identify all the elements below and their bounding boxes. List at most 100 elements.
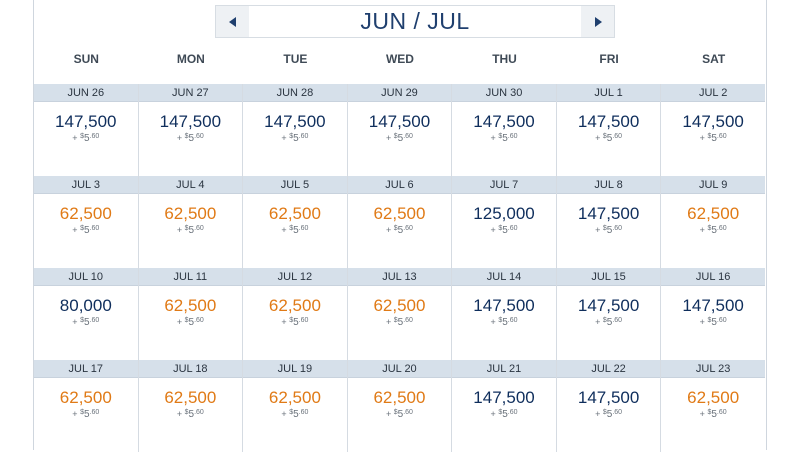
day-date-label: JUN 26 bbox=[34, 84, 138, 102]
calendar-day-cell[interactable]: JUL 17 62,500 + $5.60 bbox=[34, 360, 139, 452]
fee-whole: 5 bbox=[397, 225, 404, 236]
miles-price: 147,500 bbox=[682, 112, 744, 131]
fee-prefix: + bbox=[72, 133, 78, 143]
miles-price: 62,500 bbox=[268, 204, 321, 223]
weekday-label: MON bbox=[176, 52, 205, 66]
calendar-day-cell[interactable]: JUL 3 62,500 + $5.60 bbox=[34, 176, 139, 268]
fee-cents: .60 bbox=[716, 409, 727, 416]
miles-price: 62,500 bbox=[687, 204, 740, 223]
fee-dollar: $ bbox=[707, 133, 712, 140]
miles-price: 62,500 bbox=[373, 204, 426, 223]
fee-prefix: + bbox=[490, 225, 496, 235]
calendar-day-cell[interactable]: JUL 13 62,500 + $5.60 bbox=[347, 268, 453, 360]
day-date-label: JUL 9 bbox=[661, 176, 765, 194]
fee-dollar: $ bbox=[498, 409, 503, 416]
calendar-day-cell[interactable]: JUL 20 62,500 + $5.60 bbox=[347, 360, 453, 452]
weekday-label: WED bbox=[385, 52, 414, 66]
miles-price: 62,500 bbox=[687, 388, 740, 407]
fee-dollar: $ bbox=[498, 133, 503, 140]
calendar-day-cell[interactable]: JUL 23 62,500 + $5.60 bbox=[661, 360, 765, 452]
fee-dollar: $ bbox=[393, 409, 398, 416]
calendar-day-cell[interactable]: JUL 22 147,500 + $5.60 bbox=[556, 360, 662, 452]
calendar-day-cell[interactable]: JUL 8 147,500 + $5.60 bbox=[556, 176, 662, 268]
calendar-day-cell[interactable]: JUL 2 147,500 + $5.60 bbox=[661, 84, 765, 176]
taxes-fee: + $5.60 bbox=[557, 317, 661, 328]
taxes-fee: + $5.60 bbox=[34, 133, 138, 144]
fee-cents: .60 bbox=[298, 133, 309, 140]
fee-dollar: $ bbox=[80, 409, 84, 416]
day-date-label: JUN 27 bbox=[138, 84, 243, 102]
calendar-day-cell[interactable]: JUL 15 147,500 + $5.60 bbox=[556, 268, 662, 360]
taxes-fee: + $5.60 bbox=[661, 225, 765, 236]
calendar-day-cell[interactable]: JUL 1 147,500 + $5.60 bbox=[556, 84, 662, 176]
miles-price: 147,500 bbox=[577, 112, 640, 131]
miles-price: 62,500 bbox=[373, 388, 426, 407]
fee-cents: .60 bbox=[403, 317, 413, 324]
day-date-label: JUL 2 bbox=[661, 84, 765, 102]
fee-prefix: + bbox=[281, 409, 287, 419]
fee-dollar: $ bbox=[289, 133, 294, 140]
fee-dollar: $ bbox=[289, 225, 294, 232]
calendar-day-cell[interactable]: JUN 30 147,500 + $5.60 bbox=[452, 84, 557, 176]
calendar-day-cell[interactable]: JUN 29 147,500 + $5.60 bbox=[347, 84, 453, 176]
fee-whole: 5 bbox=[83, 409, 90, 420]
day-date-label: JUL 23 bbox=[661, 360, 765, 378]
calendar-day-cell[interactable]: JUN 27 147,500 + $5.60 bbox=[138, 84, 244, 176]
weekday-label: THU bbox=[492, 52, 517, 66]
taxes-fee: + $5.60 bbox=[348, 225, 452, 236]
fee-prefix: + bbox=[281, 133, 287, 143]
fee-cents: .60 bbox=[194, 225, 204, 232]
fee-dollar: $ bbox=[602, 317, 607, 324]
fee-prefix: + bbox=[176, 133, 183, 143]
fee-cents: .60 bbox=[89, 133, 100, 140]
calendar-day-cell[interactable]: JUL 14 147,500 + $5.60 bbox=[452, 268, 557, 360]
month-header: JUN / JUL bbox=[215, 5, 615, 38]
taxes-fee: + $5.60 bbox=[139, 409, 243, 420]
calendar-day-cell[interactable]: JUL 7 125,000 + $5.60 bbox=[452, 176, 557, 268]
fee-cents: .60 bbox=[507, 317, 518, 324]
calendar-day-cell[interactable]: JUN 28 147,500 + $5.60 bbox=[243, 84, 348, 176]
fee-whole: 5 bbox=[502, 225, 508, 236]
taxes-fee: + $5.60 bbox=[348, 317, 452, 328]
taxes-fee: + $5.60 bbox=[557, 133, 661, 144]
taxes-fee: + $5.60 bbox=[452, 409, 556, 420]
fee-whole: 5 bbox=[397, 409, 404, 420]
calendar-day-cell[interactable]: JUL 21 147,500 + $5.60 bbox=[452, 360, 557, 452]
miles-price: 147,500 bbox=[473, 296, 535, 315]
miles-price: 147,500 bbox=[264, 112, 326, 131]
next-month-button[interactable] bbox=[581, 6, 614, 37]
calendar-day-cell[interactable]: JUL 4 62,500 + $5.60 bbox=[138, 176, 244, 268]
fee-cents: .60 bbox=[194, 317, 204, 324]
calendar-day-cell[interactable]: JUL 10 80,000 + $5.60 bbox=[34, 268, 139, 360]
calendar-day-cell[interactable]: JUL 18 62,500 + $5.60 bbox=[138, 360, 244, 452]
fee-prefix: + bbox=[72, 317, 78, 327]
fee-prefix: + bbox=[490, 409, 496, 419]
fee-dollar: $ bbox=[602, 133, 607, 140]
day-date-label: JUL 8 bbox=[556, 176, 661, 194]
miles-price: 147,500 bbox=[55, 112, 117, 131]
fee-cents: .60 bbox=[612, 133, 623, 140]
fee-cents: .60 bbox=[403, 225, 413, 232]
fee-dollar: $ bbox=[80, 133, 84, 140]
calendar-day-cell[interactable]: JUL 9 62,500 + $5.60 bbox=[661, 176, 765, 268]
fee-dollar: $ bbox=[184, 317, 189, 324]
calendar-day-cell[interactable]: JUL 11 62,500 + $5.60 bbox=[138, 268, 244, 360]
fee-prefix: + bbox=[385, 225, 392, 235]
award-calendar: JUN / JUL SUN MON TUE WED THU FRI SAT JU… bbox=[33, 0, 767, 452]
fee-prefix: + bbox=[595, 225, 601, 235]
calendar-day-cell[interactable]: JUL 6 62,500 + $5.60 bbox=[347, 176, 453, 268]
fee-whole: 5 bbox=[293, 225, 299, 236]
fee-cents: .60 bbox=[507, 133, 518, 140]
taxes-fee: + $5.60 bbox=[557, 225, 661, 236]
fee-whole: 5 bbox=[502, 133, 508, 144]
calendar-day-cell[interactable]: JUN 26 147,500 + $5.60 bbox=[34, 84, 139, 176]
day-date-label: JUL 6 bbox=[347, 176, 452, 194]
calendar-day-cell[interactable]: JUL 12 62,500 + $5.60 bbox=[243, 268, 348, 360]
calendar-day-cell[interactable]: JUL 19 62,500 + $5.60 bbox=[243, 360, 348, 452]
calendar-day-cell[interactable]: JUL 5 62,500 + $5.60 bbox=[243, 176, 348, 268]
fee-dollar: $ bbox=[707, 225, 712, 232]
calendar-day-cell[interactable]: JUL 16 147,500 + $5.60 bbox=[661, 268, 765, 360]
weekday-header-row: SUN MON TUE WED THU FRI SAT bbox=[34, 52, 766, 66]
day-date-label: JUL 5 bbox=[243, 176, 347, 194]
previous-month-button[interactable] bbox=[216, 6, 249, 37]
